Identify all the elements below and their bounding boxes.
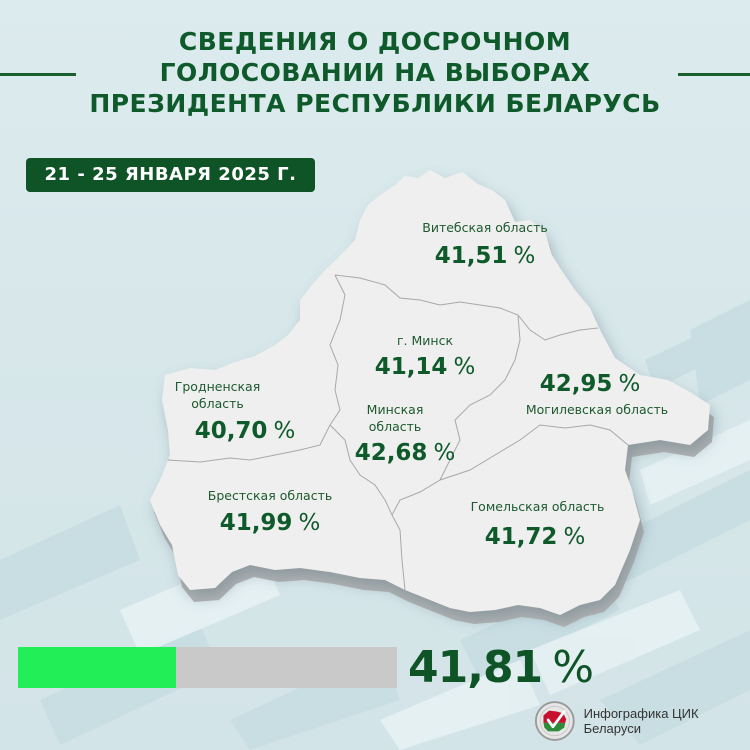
region-label-minsk-city: г. Минск bbox=[396, 333, 454, 348]
region-value-gomel: 41,72% bbox=[484, 524, 586, 550]
border-grodno-minsk bbox=[329, 274, 346, 426]
footer-credit-text: Инфографика ЦИК Беларуси bbox=[583, 706, 699, 736]
border-brest-minsk bbox=[329, 424, 393, 516]
date-range-badge: 21 - 25 ЯНВАРЯ 2025 Г. bbox=[26, 158, 315, 192]
border-mogilev-gomel bbox=[439, 424, 629, 481]
region-value-minsk-city: 41,14% bbox=[374, 354, 476, 380]
region-value-vitebsk: 41,51% bbox=[434, 243, 536, 269]
title-line-2: ГОЛОСОВАНИИ НА ВЫБОРАХ bbox=[159, 58, 591, 87]
region-value-mogilev: 42,95% bbox=[539, 371, 641, 397]
border-grodno-brest bbox=[167, 424, 331, 463]
border-minsk-mogilev bbox=[391, 314, 521, 516]
region-label-brest: Брестская область bbox=[207, 488, 333, 503]
border-brest-gomel bbox=[391, 514, 406, 591]
region-value-brest: 41,99% bbox=[219, 510, 321, 536]
title-line-1: СВЕДЕНИЯ О ДОСРОЧНОМ bbox=[178, 27, 572, 56]
region-value-grodno: 40,70% bbox=[194, 418, 296, 444]
region-label-vitebsk: Витебская область bbox=[422, 220, 548, 235]
footer-credit: Инфографика ЦИК Беларуси bbox=[534, 699, 750, 743]
map-country-fill bbox=[150, 170, 710, 615]
region-label-gomel: Гомельская область bbox=[470, 499, 605, 514]
page-title: СВЕДЕНИЯ О ДОСРОЧНОМ ГОЛОСОВАНИИ НА ВЫБО… bbox=[0, 26, 750, 119]
total-progress-bar bbox=[18, 647, 397, 688]
cec-belarus-logo-icon bbox=[534, 701, 575, 741]
region-label-minsk-region: Минская область bbox=[366, 402, 424, 434]
title-line-3: ПРЕЗИДЕНТА РЕСПУБЛИКИ БЕЛАРУСЬ bbox=[89, 89, 661, 118]
total-progress-fill bbox=[18, 647, 177, 688]
region-value-minsk-region: 42,68% bbox=[354, 440, 456, 466]
decorative-line-right bbox=[678, 73, 750, 76]
decorative-line-left bbox=[0, 73, 76, 76]
region-label-mogilev: Могилевская область bbox=[525, 402, 669, 417]
region-label-grodno: Гродненская область bbox=[174, 379, 261, 411]
total-turnout-value: 41,81% bbox=[408, 642, 594, 693]
border-vitebsk bbox=[334, 274, 599, 341]
